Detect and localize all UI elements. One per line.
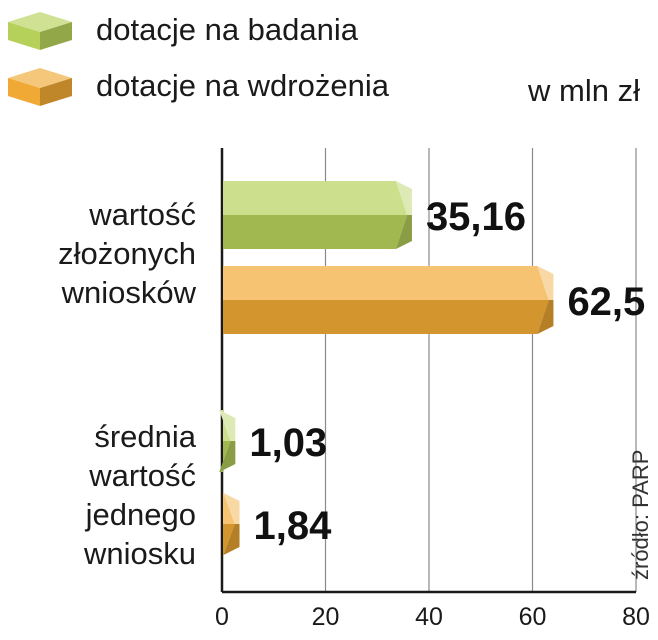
category-label: wartość <box>88 458 196 493</box>
x-tick-label: 0 <box>215 603 229 631</box>
x-tick-label: 20 <box>312 603 340 631</box>
bar <box>223 181 412 249</box>
x-tick-label: 80 <box>622 603 650 631</box>
bars: 35,16 62,5 1,03 1,84 <box>219 181 645 555</box>
unit-label: w mln zł <box>527 73 640 108</box>
bar <box>223 493 240 555</box>
legend-label: dotacje na wdrożenia <box>96 68 390 103</box>
data-label: 1,03 <box>249 421 327 465</box>
data-label: 62,5 <box>567 280 645 324</box>
category-label: jednego <box>85 497 196 532</box>
source-label: źródło: PARP <box>628 450 653 580</box>
data-label: 1,84 <box>254 504 333 548</box>
bar <box>219 410 236 472</box>
category-label: średnia <box>94 419 196 454</box>
x-tick-label: 60 <box>519 603 547 631</box>
legend-label: dotacje na badania <box>96 12 359 47</box>
legend-swatch <box>8 12 72 50</box>
data-label: 35,16 <box>426 195 526 239</box>
x-tick-label: 40 <box>415 603 443 631</box>
category-label: złożonych <box>58 236 196 271</box>
category-label: wniosków <box>61 275 197 310</box>
legend-swatch <box>8 68 72 106</box>
category-label: wniosku <box>83 536 196 571</box>
category-label: wartość <box>88 197 196 232</box>
bar <box>223 266 554 334</box>
legend: dotacje na badania dotacje na wdrożenia <box>8 12 390 106</box>
x-axis-ticks: 0 20 40 60 80 <box>215 603 650 631</box>
category-labels: wartość złożonych wniosków średnia wartość je… <box>58 197 197 571</box>
